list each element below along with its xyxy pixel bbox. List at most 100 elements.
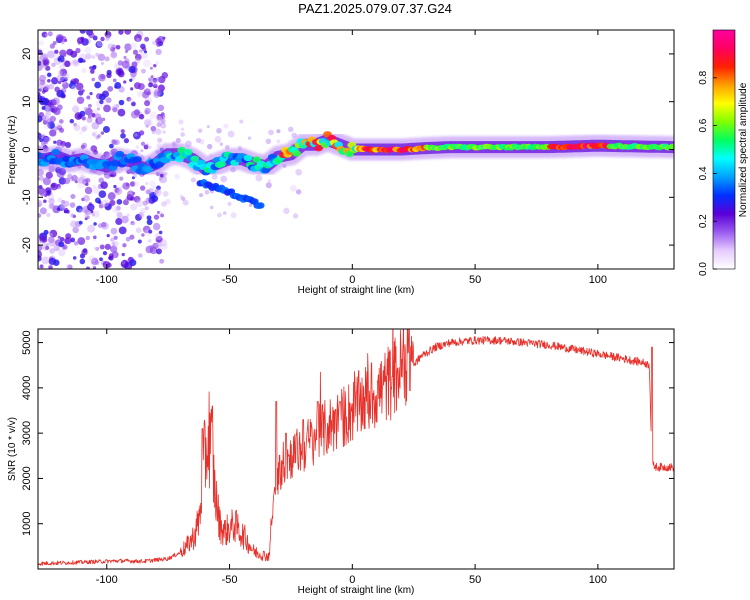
noise-speck xyxy=(92,238,97,242)
noise-speck xyxy=(43,199,47,204)
noise-speck xyxy=(121,60,130,69)
noise-speck xyxy=(58,241,65,248)
ridge-blob xyxy=(133,156,142,163)
noise-speck xyxy=(39,175,44,181)
noise-speck xyxy=(42,177,51,186)
noise-speck xyxy=(47,236,55,244)
noise-speck xyxy=(100,36,105,42)
ridge-blob xyxy=(155,161,164,168)
noise-speck xyxy=(165,198,171,205)
noise-speck xyxy=(91,263,97,269)
ridge-blob xyxy=(51,148,61,156)
noise-speck xyxy=(41,90,46,94)
noise-speck xyxy=(99,257,103,262)
noise-speck xyxy=(109,245,118,253)
noise-speck xyxy=(130,203,138,211)
noise-speck xyxy=(199,139,205,145)
x-tick-label: 50 xyxy=(469,274,481,286)
noise-speck xyxy=(106,234,110,238)
noise-speck xyxy=(93,246,97,250)
y-tick-label: -20 xyxy=(21,237,33,253)
noise-speck xyxy=(95,52,100,57)
noise-speck xyxy=(214,135,222,143)
noise-speck xyxy=(41,134,46,139)
noise-speck xyxy=(113,235,118,240)
noise-speck xyxy=(47,31,53,37)
noise-speck xyxy=(77,176,85,184)
noise-speck xyxy=(55,34,64,42)
y-tick-label: -10 xyxy=(21,189,33,205)
noise-speck xyxy=(276,129,281,134)
ridge-blob xyxy=(261,167,271,174)
y-tick-label: 3000 xyxy=(21,421,33,445)
noise-speck xyxy=(100,131,105,135)
noise-speck xyxy=(68,81,77,90)
spectral-ridge xyxy=(38,128,674,209)
noise-speck xyxy=(140,43,146,50)
noise-speck xyxy=(105,37,110,42)
noise-speck xyxy=(136,37,140,42)
noise-speck xyxy=(94,260,100,266)
noise-speck xyxy=(49,229,58,238)
noise-speck xyxy=(152,77,158,83)
noise-speck xyxy=(56,122,63,128)
noise-speck xyxy=(283,207,290,215)
noise-speck xyxy=(144,181,149,186)
noise-speck xyxy=(51,77,59,85)
noise-speck xyxy=(110,237,115,242)
bottom-y-axis-label: SNR (10 * v/v) xyxy=(7,417,18,481)
y-tick-label: 5000 xyxy=(21,330,33,354)
noise-speck xyxy=(93,222,97,226)
noise-speck xyxy=(82,124,89,131)
ridge-blob xyxy=(256,160,266,167)
snr-series xyxy=(38,329,674,566)
noise-speck xyxy=(48,238,57,247)
noise-speck xyxy=(128,97,134,103)
noise-speck xyxy=(132,221,137,226)
noise-speck xyxy=(154,189,159,194)
noise-speck xyxy=(104,243,111,250)
noise-speck xyxy=(126,213,130,217)
noise-speck xyxy=(97,53,106,62)
noise-speck xyxy=(117,189,121,193)
noise-speck xyxy=(99,244,105,250)
noise-speck xyxy=(120,132,126,139)
noise-speck xyxy=(150,195,159,203)
noise-speck xyxy=(91,65,97,70)
noise-speck xyxy=(160,213,165,218)
noise-speck xyxy=(115,103,120,108)
noise-speck xyxy=(96,107,101,111)
noise-speck xyxy=(133,131,141,140)
snr-line xyxy=(38,329,674,566)
noise-speck xyxy=(122,182,130,190)
noise-speck xyxy=(72,103,79,109)
noise-speck xyxy=(160,239,168,247)
bottom-y-axis: 1000 2000 3000 4000 5000 xyxy=(21,330,674,536)
colorbar-label: Normalized spectral amplitude xyxy=(738,82,749,217)
noise-speck xyxy=(125,50,129,54)
noise-speck xyxy=(199,193,204,198)
noise-speck xyxy=(49,203,55,209)
noise-speck xyxy=(45,65,51,71)
noise-speck xyxy=(91,113,96,118)
noise-speck xyxy=(84,46,91,54)
noise-speck xyxy=(76,37,84,44)
noise-speck xyxy=(115,45,121,50)
noise-speck xyxy=(125,236,131,242)
noise-speck xyxy=(128,222,132,227)
noise-speck xyxy=(123,138,130,144)
noise-speck xyxy=(81,126,87,132)
noise-speck xyxy=(38,185,43,189)
noise-speck xyxy=(83,194,90,202)
noise-speck xyxy=(86,95,91,100)
noise-speck xyxy=(76,96,85,104)
noise-speck xyxy=(159,175,168,184)
noise-speck xyxy=(57,197,63,203)
noise-speck xyxy=(139,185,146,191)
noise-speck xyxy=(149,66,153,70)
noise-speck xyxy=(72,256,77,260)
noise-speck xyxy=(80,175,86,180)
noise-speck xyxy=(98,203,104,209)
noise-speck xyxy=(134,133,138,137)
noise-speck xyxy=(57,235,61,239)
